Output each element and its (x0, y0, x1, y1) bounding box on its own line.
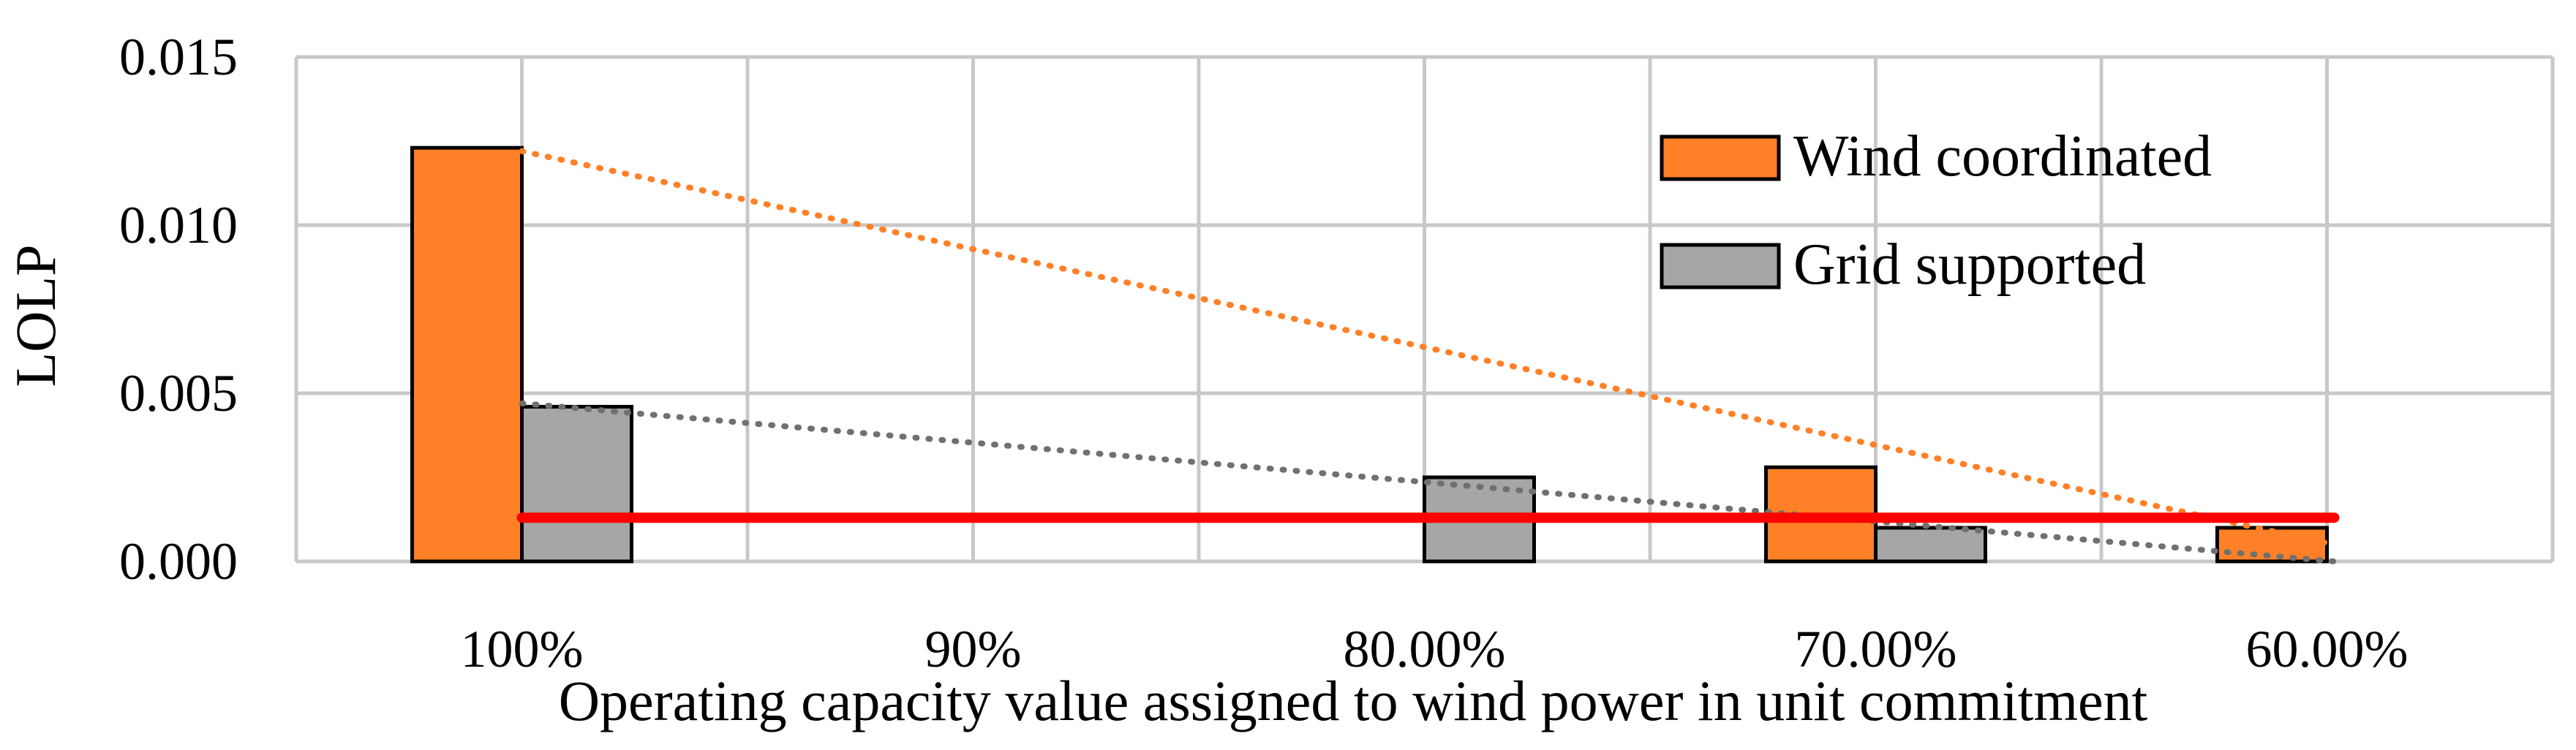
legend: Wind coordinated Grid supported (1660, 124, 2212, 297)
x-axis-title: Operating capacity value assigned to win… (559, 669, 2148, 732)
legend-swatch-wind-coordinated (1660, 135, 1781, 181)
grid (294, 55, 2555, 564)
x-axis-ticks: 100% 90% 80.00% 70.00% 60.00% (461, 620, 2409, 678)
y-tick-label: 0.010 (119, 196, 238, 254)
bars (410, 145, 2329, 564)
trendlines (519, 148, 2338, 564)
bar-grid-supported-0 (520, 404, 633, 564)
bar-wind-coordinated-0 (410, 145, 524, 564)
y-axis-ticks: 0.000 0.005 0.010 0.015 (119, 28, 238, 591)
y-tick-label: 0.015 (119, 28, 238, 86)
y-axis-title: LOLP (4, 245, 67, 387)
legend-label-wind-coordinated: Wind coordinated (1793, 124, 2212, 189)
x-tick-label: 60.00% (2246, 620, 2409, 678)
legend-label-grid-supported: Grid supported (1793, 232, 2146, 297)
trendline-grid-supported (519, 400, 2338, 564)
bar-grid-supported-3 (1874, 526, 1987, 564)
x-tick-label: 100% (461, 620, 584, 678)
y-tick-label: 0.000 (119, 532, 238, 591)
x-tick-label: 90% (925, 620, 1022, 678)
x-tick-label: 70.00% (1795, 620, 1957, 678)
x-tick-label: 80.00% (1344, 620, 1506, 678)
y-tick-label: 0.005 (119, 364, 238, 423)
legend-swatch-grid-supported (1660, 243, 1781, 289)
